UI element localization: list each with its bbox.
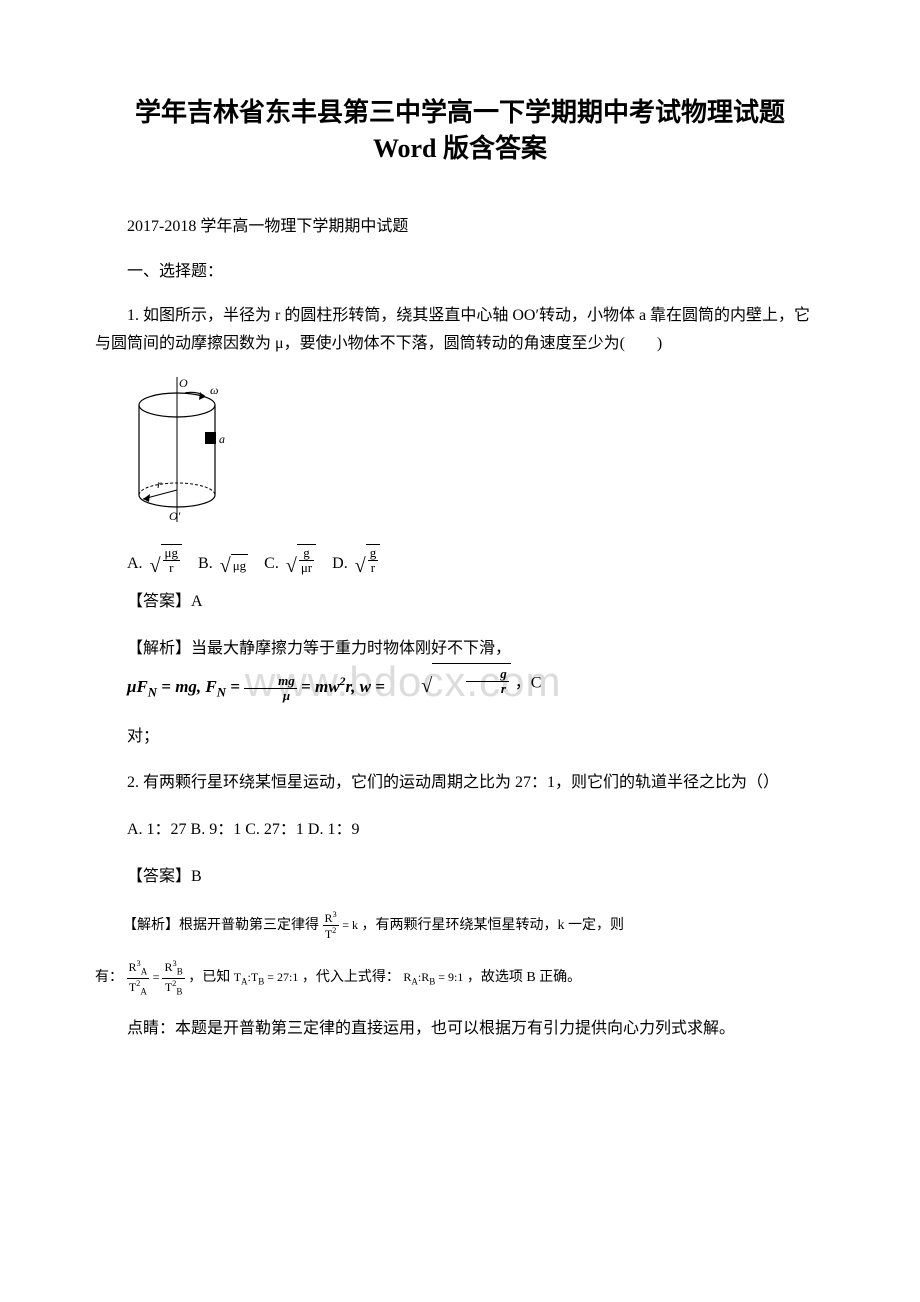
q2-stem: 2. 有两颗行星环绕某恒星运动，它们的运动周期之比为 27：1，则它们的轨道半径… bbox=[95, 769, 825, 798]
q2-p2-mid1: ，已知 bbox=[188, 970, 230, 985]
q1-opt-D-label: D. bbox=[332, 552, 348, 576]
q1-analysis-suffix: ，C bbox=[515, 675, 542, 692]
q1-opt-B-expr: √ μg bbox=[220, 554, 248, 576]
q2-analysis-p2: 有： R3A T2A = R3B T2B ，已知 TA:TB = 27:1 ，代… bbox=[95, 959, 825, 997]
q2-p2-end: ，故选项 B 正确。 bbox=[467, 970, 581, 985]
t-ratio: TA:TB = 27:1 bbox=[234, 970, 299, 984]
q2-p2-mid2: ，代入上式得： bbox=[302, 970, 400, 985]
section-heading: 一、选择题： bbox=[95, 260, 825, 284]
q2-options: A. 1：27 B. 9：1 C. 27：1 D. 1：9 bbox=[95, 816, 825, 845]
q1-analysis-prefix: 【解析】当最大静摩擦力等于重力时物体刚好不下滑， bbox=[127, 640, 511, 657]
q1-answer: 【答案】A bbox=[95, 588, 825, 617]
q2-p1-mid: ，有两颗行星环绕某恒星转动，k 一定，则 bbox=[361, 918, 624, 933]
label-O: O bbox=[179, 377, 188, 390]
page-title: 学年吉林省东丰县第三中学高一下学期期中考试物理试题 Word 版含答案 bbox=[95, 95, 825, 168]
q1-opt-C-expr: √ g μr bbox=[286, 544, 316, 576]
q2-answer: 【答案】B bbox=[95, 863, 825, 892]
q1-options: A. √ μg r B. √ μg C. √ g μr bbox=[127, 544, 825, 576]
eq-sign: = bbox=[153, 970, 163, 984]
q1-figure: O ω a r O′ bbox=[127, 377, 825, 530]
q1-opt-D-expr: √ g r bbox=[355, 544, 380, 576]
label-omega: ω bbox=[210, 383, 218, 397]
label-a: a bbox=[219, 432, 225, 446]
q2-p2-prefix: 有： bbox=[95, 970, 123, 985]
label-r: r bbox=[157, 477, 162, 491]
q2-analysis-p1: 【解析】根据开普勒第三定律得 R3 T2 = k ，有两颗行星环绕某恒星转动，k… bbox=[123, 910, 825, 942]
label-Oprime: O′ bbox=[169, 509, 181, 522]
r-ratio: RA:RB = 9:1 bbox=[403, 970, 463, 984]
title-line2: Word 版含答案 bbox=[373, 134, 547, 163]
title-line1: 学年吉林省东丰县第三中学高一下学期期中考试物理试题 bbox=[135, 98, 785, 127]
q2-comment: 点睛：本题是开普勒第三定律的直接运用，也可以根据万有引力提供向心力列式求解。 bbox=[95, 1015, 825, 1044]
q1-analysis-line2: 对； bbox=[95, 723, 825, 752]
q1-opt-B-label: B. bbox=[198, 552, 213, 576]
ratio-A: R3A T2A bbox=[127, 959, 150, 997]
subtitle: 2017-2018 学年高一物理下学期期中试题 bbox=[95, 213, 825, 242]
cylinder-diagram: O ω a r O′ bbox=[127, 377, 247, 522]
ratio-B: R3B T2B bbox=[162, 959, 184, 997]
q1-opt-A-expr: √ μg r bbox=[150, 544, 182, 576]
kepler-rhs: = k bbox=[342, 918, 358, 932]
q2-p1-prefix: 【解析】根据开普勒第三定律得 bbox=[123, 918, 319, 933]
q1-opt-A-label: A. bbox=[127, 552, 143, 576]
kepler-frac: R3 T2 bbox=[323, 910, 339, 941]
q1-opt-C-label: C. bbox=[264, 552, 279, 576]
q1-formula: μFN = mg, FN = mgμ = mw2r, w = √gr bbox=[95, 663, 511, 704]
q1-stem: 1. 如图所示，半径为 r 的圆柱形转筒，绕其竖直中心轴 OO′转动，小物体 a… bbox=[95, 302, 825, 360]
q1-analysis: 【解析】当最大静摩擦力等于重力时物体刚好不下滑， μFN = mg, FN = … bbox=[95, 635, 825, 705]
